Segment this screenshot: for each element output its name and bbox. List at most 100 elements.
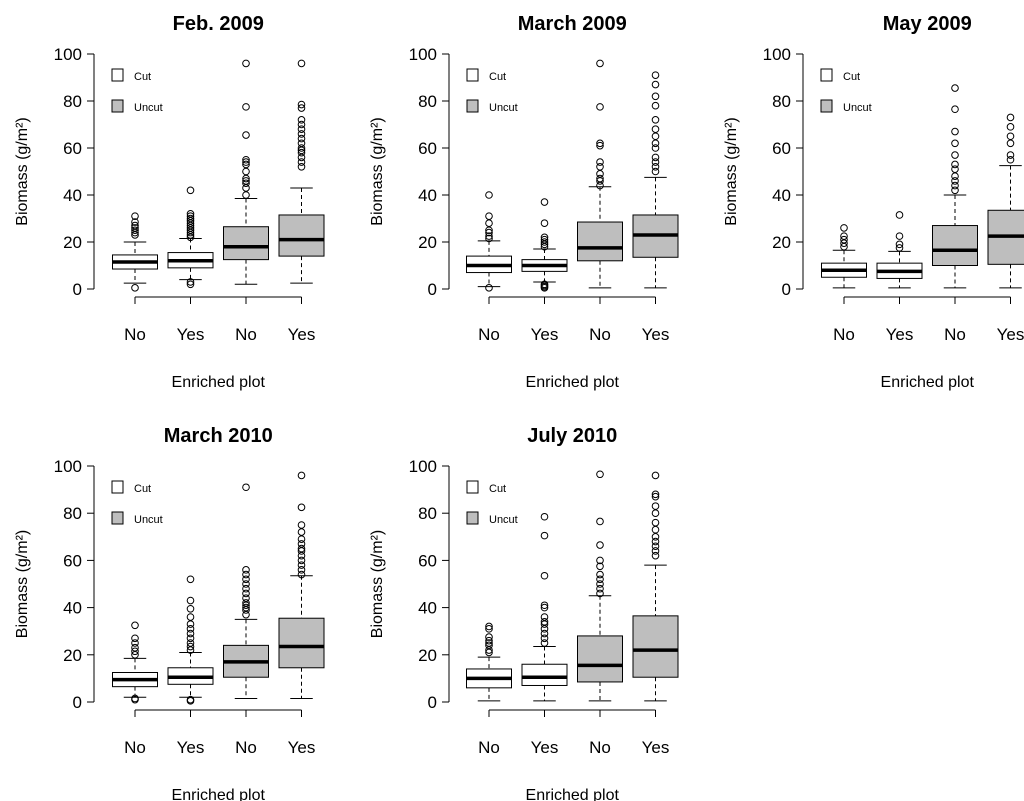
x-axis-title: Enriched plot [172, 787, 266, 801]
box-cut-no [821, 224, 867, 289]
box-uncut-yes [278, 471, 325, 699]
outlier-point [651, 92, 660, 101]
y-tick-label: 60 [418, 551, 437, 570]
outlier-point [297, 471, 306, 480]
legend-label: Uncut [134, 102, 163, 114]
panel-title: Feb. 2009 [173, 13, 264, 35]
x-tick-label: Yes [642, 738, 670, 757]
box-uncut-no [223, 483, 269, 699]
outlier-point [540, 629, 549, 638]
outlier-point [540, 198, 549, 206]
y-tick-label: 40 [418, 599, 437, 618]
y-axis-title: Biomass (g/m²) [369, 117, 386, 225]
outlier-point [242, 167, 250, 176]
panel-title: March 2009 [518, 13, 627, 35]
box-cut-yes [167, 575, 214, 705]
outlier-point [242, 177, 250, 185]
outlier-point [540, 634, 549, 643]
outlier-point [540, 571, 549, 580]
outlier-point [951, 139, 959, 148]
outlier-point [242, 483, 250, 492]
outlier-point [297, 148, 306, 157]
outlier-point [186, 642, 195, 651]
y-tick-label: 100 [409, 457, 437, 476]
outlier-point [297, 134, 306, 143]
x-tick-label: No [589, 325, 611, 344]
y-tick-label: 40 [772, 186, 791, 205]
outlier-point [186, 186, 195, 195]
outlier-point [596, 170, 604, 178]
outlier-point [297, 139, 306, 148]
outlier-point [651, 132, 660, 141]
y-tick-label: 0 [782, 280, 791, 299]
iqr-box [577, 635, 623, 683]
legend-swatch [111, 99, 124, 113]
outlier-point [651, 537, 660, 546]
outlier-point [297, 503, 306, 512]
iqr-box [932, 225, 978, 267]
y-tick-label: 40 [63, 599, 82, 618]
y-axis-title: Biomass (g/m²) [14, 117, 31, 225]
outlier-point [1006, 123, 1015, 131]
outlier-point [651, 139, 660, 148]
outlier-point [297, 100, 306, 109]
outlier-point [242, 589, 250, 598]
outlier-point [242, 103, 250, 111]
outlier-point [485, 636, 493, 645]
x-tick-label: Yes [997, 325, 1024, 344]
y-tick-label: 0 [73, 280, 82, 299]
y-tick-label: 80 [772, 92, 791, 111]
outlier-point [1006, 113, 1015, 122]
outlier-point [651, 158, 660, 166]
outlier-point [895, 244, 904, 252]
box-uncut-no [932, 84, 978, 289]
x-tick-label: Yes [531, 325, 559, 344]
outlier-point [186, 604, 195, 613]
legend-swatch [111, 480, 124, 494]
x-tick-label: No [235, 325, 257, 344]
outlier-point [651, 518, 660, 527]
legend-swatch [820, 99, 833, 113]
y-tick-label: 20 [63, 646, 82, 665]
y-tick-label: 0 [428, 693, 437, 712]
outlier-point [131, 212, 139, 220]
outlier-point [485, 633, 493, 641]
outlier-point [242, 179, 250, 188]
outlier-point [242, 158, 250, 166]
outlier-point [951, 177, 959, 185]
x-tick-label: No [124, 738, 146, 757]
box-cut-no [466, 191, 512, 292]
iqr-box [521, 663, 568, 686]
outlier-point [485, 641, 493, 650]
outlier-point [540, 512, 549, 521]
outlier-point [596, 580, 604, 588]
outlier-point [186, 634, 195, 643]
outlier-point [951, 186, 959, 195]
outlier-point [186, 596, 195, 605]
legend-swatch [820, 68, 833, 82]
outlier-point [651, 71, 660, 79]
outlier-point [297, 570, 306, 579]
outlier-point [1006, 132, 1015, 141]
y-tick-label: 40 [63, 186, 82, 205]
x-tick-label: No [589, 738, 611, 757]
panel-title: March 2010 [164, 425, 273, 447]
outlier-point [131, 221, 139, 230]
outlier-point [651, 116, 660, 124]
y-tick-label: 40 [418, 186, 437, 205]
legend-label: Cut [134, 483, 151, 495]
legend-label: Uncut [489, 102, 518, 114]
outlier-point [186, 620, 195, 628]
outlier-point [651, 101, 660, 110]
y-tick-label: 60 [63, 139, 82, 158]
y-tick-label: 100 [763, 45, 791, 64]
legend-swatch [111, 68, 124, 82]
outlier-point [651, 471, 660, 480]
x-axis-title: Enriched plot [881, 374, 975, 391]
outlier-point [596, 556, 604, 565]
outlier-point [596, 584, 604, 593]
y-tick-label: 80 [418, 92, 437, 111]
legend-swatch [466, 480, 479, 494]
outlier-point [186, 629, 195, 638]
